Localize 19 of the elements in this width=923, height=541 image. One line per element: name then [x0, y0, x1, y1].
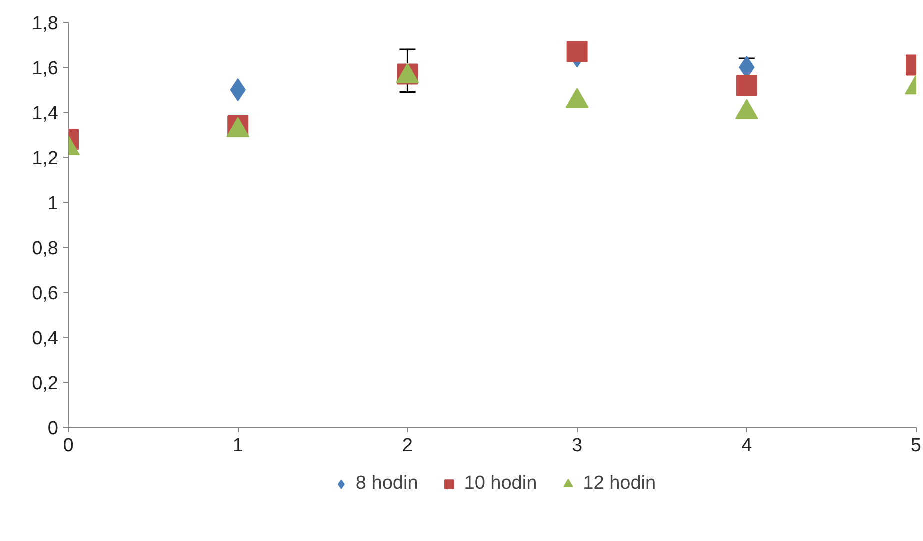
legend-label: 12 hodin: [583, 473, 656, 495]
y-tick-label: 1,4: [32, 104, 59, 124]
x-tick-label: 1: [232, 436, 244, 456]
x-tick-label: 0: [63, 436, 74, 456]
y-tick-label: 0,8: [32, 238, 59, 260]
x-tick-label: 4: [742, 436, 753, 456]
y-tick-label: 1,8: [32, 14, 59, 34]
y-tick-label: 1,2: [32, 148, 59, 170]
legend-label: 10 hodin: [464, 473, 538, 495]
x-tick-label: 2: [402, 436, 413, 456]
y-tick-label: 0,4: [32, 328, 59, 350]
x-tick-label: 5: [910, 436, 922, 456]
y-tick-label: 1,6: [32, 58, 59, 80]
y-tick-label: 0,2: [32, 374, 59, 394]
x-tick-label: 3: [572, 436, 583, 456]
y-tick-label: 1: [48, 194, 59, 214]
legend-label: 8 hodin: [356, 473, 418, 495]
y-tick-label: 0,6: [32, 284, 59, 304]
y-tick-label: 0: [48, 418, 59, 440]
